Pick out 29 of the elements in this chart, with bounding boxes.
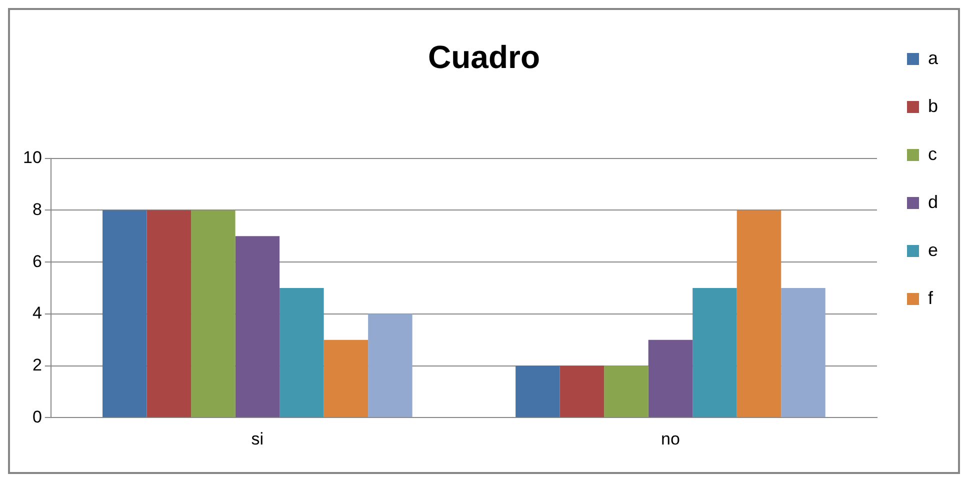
y-tick-label: 10: [22, 148, 42, 168]
y-tick-label: 8: [32, 200, 42, 219]
bar: [692, 288, 737, 418]
y-tick-label: 6: [32, 252, 42, 271]
legend-label: b: [928, 96, 938, 116]
bar: [648, 340, 693, 418]
legend-label: d: [928, 192, 938, 212]
chart-title: Cuadro: [428, 39, 540, 76]
bar: [102, 210, 147, 418]
bar: [368, 314, 412, 418]
bar: [604, 366, 648, 418]
bar: [146, 210, 192, 418]
y-tick-label: 4: [32, 304, 42, 323]
bar: [781, 288, 826, 418]
legend-label: c: [928, 144, 937, 164]
x-tick-label: no: [661, 429, 680, 448]
bar: [736, 210, 782, 418]
bar: [324, 340, 368, 418]
bar: [560, 366, 604, 418]
x-tick-label: si: [251, 429, 264, 448]
bar: [235, 236, 280, 418]
y-tick-label: 0: [32, 407, 42, 426]
legend-label: e: [928, 240, 938, 260]
legend-label: f: [928, 288, 934, 308]
y-tick-label: 2: [32, 355, 42, 374]
bar: [516, 366, 560, 418]
bar: [280, 288, 324, 418]
bar: [191, 210, 236, 418]
legend-label: a: [928, 48, 939, 68]
